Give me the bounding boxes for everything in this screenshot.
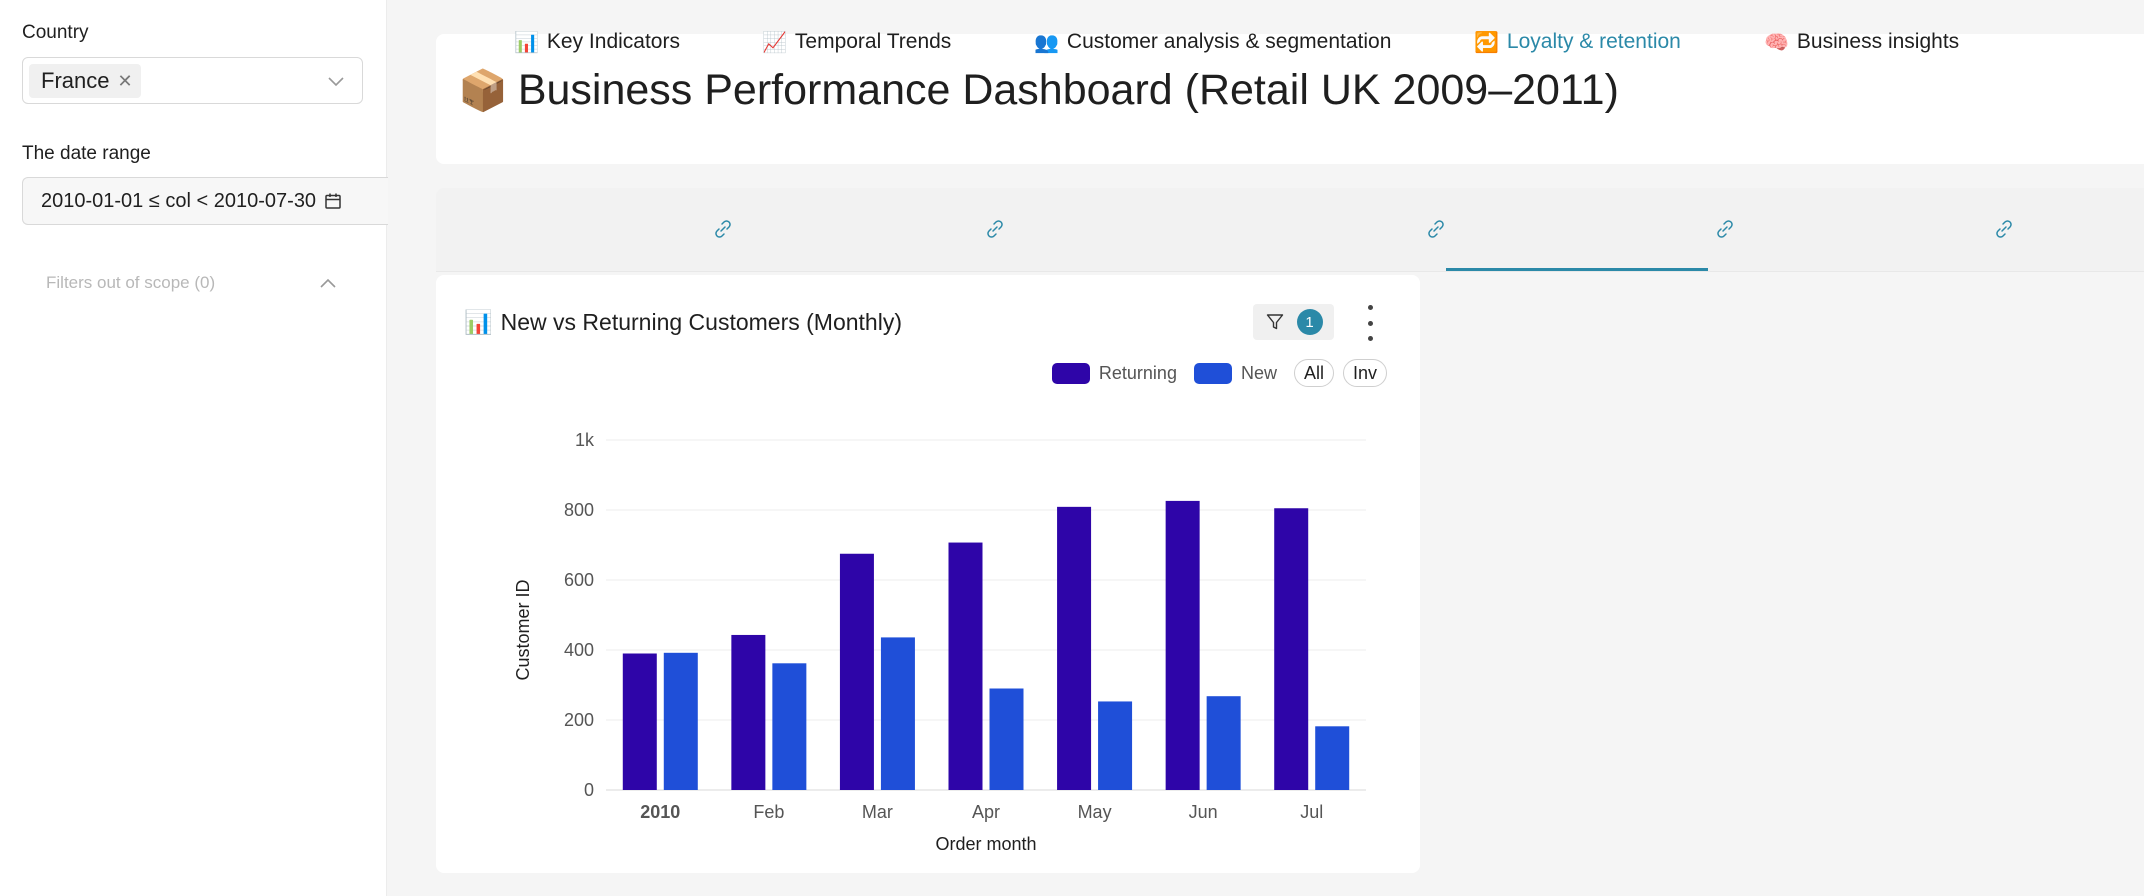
legend-item-returning[interactable]: Returning [1051, 362, 1177, 384]
tab-bar [436, 188, 2144, 272]
bar-chart-icon: 📊 [464, 309, 493, 335]
chevron-up-icon[interactable] [318, 274, 338, 294]
x-tick-label: Apr [972, 802, 1000, 822]
chart-filter-button[interactable]: 1 [1253, 304, 1334, 340]
link-icon[interactable] [712, 218, 734, 240]
bar-chart-icon: 📊 [514, 31, 539, 54]
legend-select-all-button[interactable]: All [1293, 359, 1334, 387]
bar-new [989, 688, 1024, 790]
package-icon: 📦 [458, 69, 508, 113]
bar-returning [731, 634, 766, 790]
y-tick-label: 800 [564, 500, 594, 520]
country-tag: France ✕ [29, 64, 141, 98]
x-tick-label: 2010 [640, 802, 680, 822]
active-tab-indicator [1446, 268, 1708, 271]
x-tick-label: May [1078, 802, 1112, 822]
chart-card: 📊 New vs Returning Customers (Monthly) 1… [436, 275, 1420, 873]
x-tick-label: Feb [753, 802, 784, 822]
filters-out-of-scope[interactable]: Filters out of scope (0) [46, 273, 216, 292]
legend-label: New [1240, 362, 1277, 383]
bar-new [663, 652, 698, 790]
bar-returning [948, 542, 983, 790]
date-range-input[interactable]: 2010-01-01 ≤ col < 2010-07-30 [22, 177, 388, 225]
link-icon[interactable] [1714, 218, 1736, 240]
y-tick-label: 1k [575, 430, 595, 450]
legend-label: Returning [1098, 362, 1177, 383]
x-axis-label: Order month [935, 834, 1036, 854]
legend-swatch-new [1193, 362, 1232, 384]
tab-label: Loyalty & retention [1506, 30, 1681, 53]
repeat-icon: 🔁 [1474, 31, 1499, 54]
page-title-text: Business Performance Dashboard (Retail U… [517, 66, 1619, 114]
brain-icon: 🧠 [1764, 31, 1789, 54]
more-options-icon[interactable] [1363, 303, 1377, 343]
filter-sidebar: Country France ✕ The date range 2010-01-… [0, 0, 388, 896]
country-label: Country [22, 22, 89, 43]
bar-returning [1057, 506, 1092, 790]
tab-label: Business insights [1796, 30, 1960, 53]
date-range-value: 2010-01-01 ≤ col < 2010-07-30 [41, 189, 317, 212]
bar-returning [1274, 508, 1309, 790]
tab-business-insights[interactable]: 🧠 Business insights [1764, 0, 1959, 84]
legend-swatch-returning [1051, 362, 1090, 384]
country-select[interactable]: France ✕ [22, 57, 363, 104]
x-tick-label: Mar [862, 802, 893, 822]
bar-returning [622, 653, 657, 790]
y-axis-label: Customer ID [513, 579, 533, 680]
tab-key-indicators[interactable]: 📊 Key Indicators [514, 0, 680, 84]
chart-legend: Returning New All Inv [1051, 359, 1387, 387]
y-tick-label: 600 [564, 570, 594, 590]
x-tick-label: Jun [1189, 802, 1218, 822]
tab-loyalty-retention[interactable]: 🔁 Loyalty & retention [1474, 0, 1681, 84]
chart-title: 📊 New vs Returning Customers (Monthly) [464, 309, 902, 336]
tab-customer-analysis[interactable]: 👥 Customer analysis & segmentation [1034, 0, 1391, 84]
filter-count-badge: 1 [1296, 309, 1323, 335]
bar-new [1098, 701, 1133, 790]
line-chart-icon: 📈 [762, 31, 787, 54]
link-icon[interactable] [1425, 218, 1447, 240]
x-tick-label: Jul [1300, 802, 1323, 822]
link-icon[interactable] [1993, 218, 2015, 240]
remove-tag-icon[interactable]: ✕ [117, 71, 133, 91]
calendar-icon [325, 193, 341, 209]
dashboard-header: 📦 Business Performance Dashboard (Retail… [436, 34, 2144, 164]
bar-new [1206, 696, 1241, 790]
bar-new [880, 637, 915, 790]
tab-label: Temporal Trends [794, 30, 952, 53]
tab-label: Key Indicators [546, 30, 680, 53]
link-icon[interactable] [984, 218, 1006, 240]
tab-temporal-trends[interactable]: 📈 Temporal Trends [762, 0, 951, 84]
bar-chart: 0 200 400 600 800 1k 2010 Feb Mar Apr May Jun Jul Ord… [513, 430, 1366, 854]
country-tag-label: France [41, 68, 110, 93]
legend-invert-button[interactable]: Inv [1342, 359, 1387, 387]
date-range-label: The date range [22, 143, 151, 164]
legend-item-new[interactable]: New [1193, 362, 1277, 384]
bar-returning [1165, 500, 1200, 790]
y-tick-label: 0 [584, 780, 594, 800]
chart-title-text: New vs Returning Customers (Monthly) [500, 309, 902, 335]
tab-label: Customer analysis & segmentation [1066, 30, 1392, 53]
people-icon: 👥 [1034, 31, 1059, 54]
y-tick-label: 200 [564, 710, 594, 730]
bar-new [772, 663, 807, 790]
page-title: 📦 Business Performance Dashboard (Retail… [458, 66, 1619, 115]
chevron-down-icon[interactable] [326, 71, 346, 91]
filter-icon [1266, 314, 1283, 330]
y-tick-label: 400 [564, 640, 594, 660]
bar-returning [839, 553, 874, 790]
bar-new [1315, 726, 1350, 790]
